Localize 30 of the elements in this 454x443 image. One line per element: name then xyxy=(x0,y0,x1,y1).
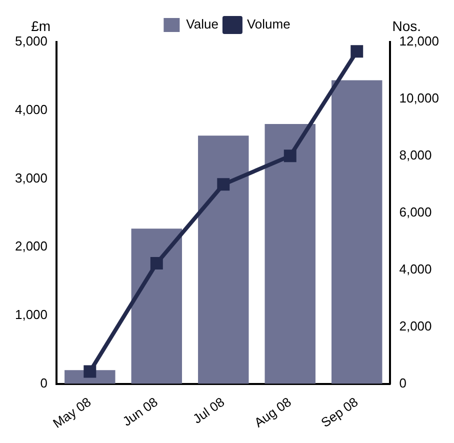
y-tick-label: 5,000 xyxy=(14,34,48,49)
bar xyxy=(198,136,249,384)
x-tick-label: May 08 xyxy=(50,394,94,432)
point xyxy=(350,45,364,58)
x-tick-label: Jun 08 xyxy=(120,394,160,429)
y2-tick-label: 12,000 xyxy=(399,34,440,49)
y-tick-label: 1,000 xyxy=(14,306,48,322)
y-tick-label: 3,000 xyxy=(14,170,48,186)
legend-label: Value xyxy=(186,16,218,32)
bar xyxy=(332,80,382,384)
y-tick-label: 0 xyxy=(40,375,48,390)
bar xyxy=(264,124,316,384)
x-tick-label: Aug 08 xyxy=(252,394,294,430)
y2-tick-label: 8,000 xyxy=(399,148,432,162)
point xyxy=(284,150,296,162)
y-tick-label: 4,000 xyxy=(14,102,48,117)
point xyxy=(217,178,230,191)
y2-tick-label: 4,000 xyxy=(399,261,432,276)
legend-label: Volume xyxy=(246,16,290,32)
y2-tick-label: 6,000 xyxy=(399,204,432,220)
point xyxy=(150,257,163,270)
bar xyxy=(131,228,182,384)
y2-tick-label: 0 xyxy=(399,375,406,390)
y-axis-title: £m xyxy=(31,18,51,34)
y-tick-label: 2,000 xyxy=(14,238,48,254)
y2-axis-title: Nos. xyxy=(392,18,422,34)
y2-tick-label: 2,000 xyxy=(399,318,432,334)
y2-tick-label: 10,000 xyxy=(399,90,440,106)
x-tick-label: Jul 08 xyxy=(190,394,228,426)
x-tick-label: Sep 08 xyxy=(318,394,361,430)
